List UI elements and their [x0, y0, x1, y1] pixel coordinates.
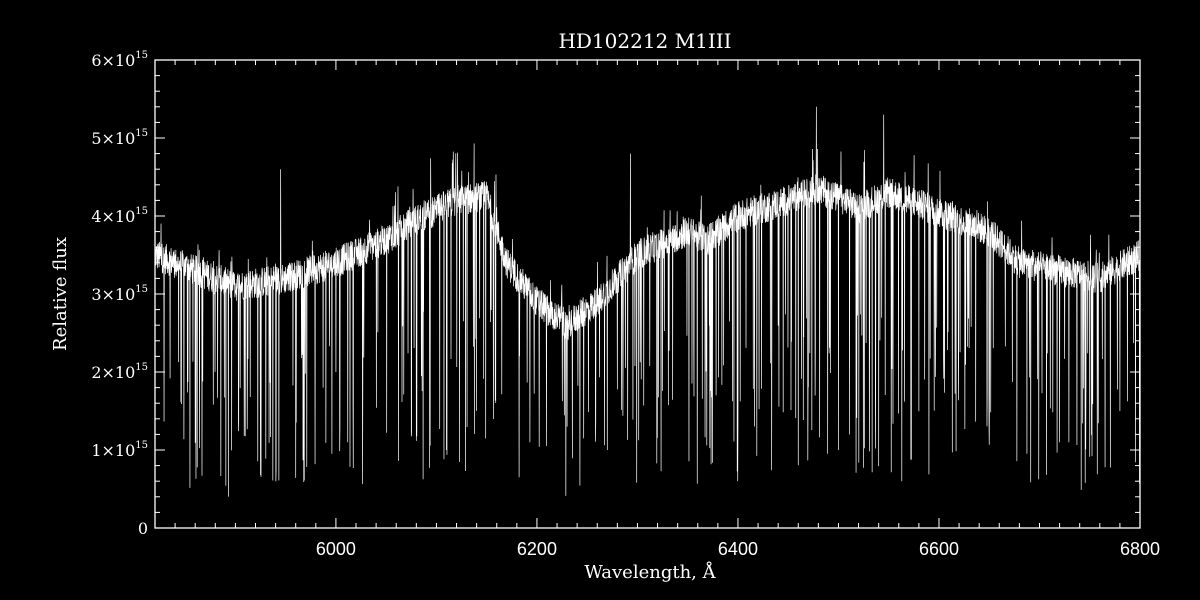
- chart-title: HD102212 M1III: [558, 29, 731, 53]
- y-tick-label: 0: [138, 519, 148, 538]
- x-tick-label: 6200: [517, 539, 557, 559]
- spectrum-series: [154, 106, 1141, 497]
- y-tick-label: 5×1015: [91, 128, 148, 148]
- spectrum-line: [154, 106, 1141, 497]
- x-tick-labels: 6000 6200 6400 6600 6800: [316, 539, 1160, 559]
- y-tick-label: 3×1015: [91, 284, 148, 304]
- y-tick-label: 2×1015: [91, 362, 148, 382]
- y-tick-label: 4×1015: [91, 206, 148, 226]
- x-tick-label: 6400: [718, 539, 758, 559]
- x-tick-label: 6800: [1120, 539, 1160, 559]
- x-tick-label: 6600: [919, 539, 959, 559]
- y-tick-labels: 0 1×1015 2×1015 3×1015 4×1015 5×1015 6×1015: [91, 50, 148, 538]
- x-axis-label: Wavelength, Å: [584, 561, 716, 583]
- y-axis-label: Relative flux: [50, 237, 71, 351]
- x-tick-label: 6000: [316, 539, 356, 559]
- y-tick-label: 6×1015: [91, 50, 148, 70]
- axis-ticks: [154, 59, 1141, 529]
- y-tick-label: 1×1015: [91, 440, 148, 460]
